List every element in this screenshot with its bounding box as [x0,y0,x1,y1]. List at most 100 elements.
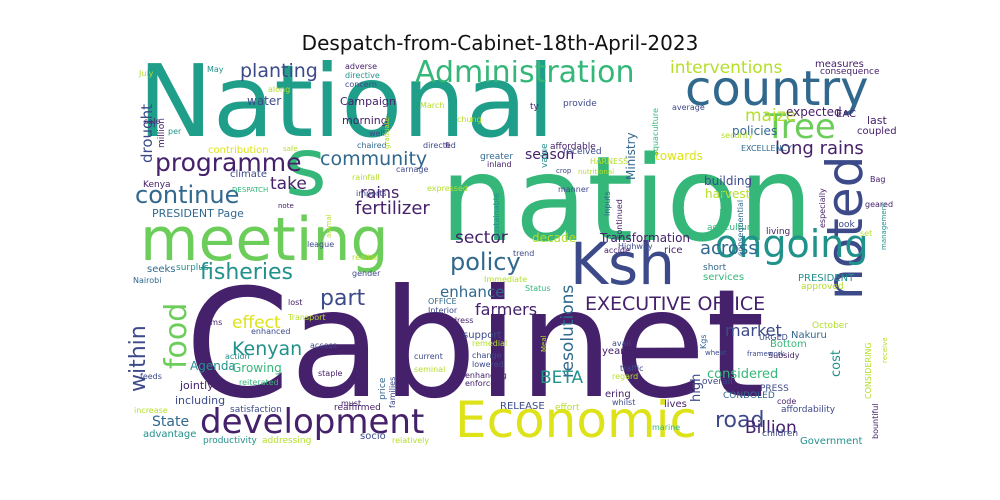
word-state: State [152,414,190,430]
word-average: average [672,103,705,112]
word-nairobi: Nairobi [133,276,162,285]
word-short: short [703,263,727,273]
word-rains: rains [360,183,400,202]
word-resolutions: resolutions [558,284,578,378]
chart-title: Despatch-from-Cabinet-18th-April-2023 [301,31,699,55]
word-kenyan: Kenyan [232,338,303,360]
word-overall: overall [702,377,733,387]
word-despatch: DESPATCH [232,186,269,194]
word-bottom: Bottom [770,339,807,350]
word-development: development [200,402,425,442]
word-market: market [725,321,782,340]
word-farmers: farmers [475,300,538,319]
word-meeting: meeting [140,205,389,275]
word-action: action [225,352,250,361]
word-seminal: seminal [414,365,446,374]
word-manner: manner [558,185,590,194]
word-coupled: coupled [857,126,897,137]
word-immediate: Immediate [484,275,528,284]
word-eac: EAC [836,109,856,120]
word-october: October [812,321,849,331]
word-approved: approved [801,282,844,292]
word-realize: realize [352,253,379,262]
word-consequence: consequence [820,67,880,77]
word-directed: directed [423,141,456,150]
word-graduate: graduate [383,116,391,149]
word-effect: effect [232,313,281,333]
word-especially: especially [818,187,827,228]
word-ongoing: ongoing [715,222,869,266]
word-ty: ty [530,102,539,112]
word-nutritional: nutritional [578,168,615,176]
word-expected: expected [786,105,842,119]
word-support: support [463,330,502,341]
word-programme: programme [155,148,302,177]
word-president: PRESIDENT [798,273,855,284]
word-well: well [369,129,385,138]
word-sustainable: sustainable [492,192,501,239]
word-jointly: jointly [180,379,214,392]
word-feeds: feeds [140,372,162,381]
word-imports: imports [356,189,387,198]
word-road: road [715,408,765,433]
word-campaign: Campaign [340,95,396,108]
word-note: note [278,202,294,210]
word-accide: accide [604,246,630,255]
word-policy: policy [450,248,521,276]
word-excellency: EXCELLENCY [741,144,792,153]
word-families: families [388,376,397,408]
word-part: part [320,286,366,311]
word-continued: continued [615,198,624,239]
word-cloud: Cabinet nation National s meeting Ksh Economic… [125,60,900,448]
word-reaffirmed: reaffirmed [334,403,381,413]
word-expressed: expressed [427,184,468,193]
word-lowered: lowered [472,360,504,369]
word-maize: maize [745,106,797,126]
word-july: July [139,69,154,78]
word-national: National [138,60,555,160]
word-surplus: surplus [176,263,209,273]
word-cabinet: Cabinet [185,258,765,432]
word-nation: nation [440,130,814,268]
word-kenya: Kenya [143,180,171,190]
word-traffic: traffic [620,364,644,373]
word-animal: animal [325,214,333,239]
word-greater: greater [480,152,514,162]
word-enhance: enhance [440,283,505,301]
word-transport: Transport [288,313,326,322]
word-s: s [285,121,327,214]
word-policies: policies [732,124,778,138]
word-chaired: chaired [357,141,387,150]
word-government: Government [800,436,863,447]
word-increase: increase [134,406,168,415]
word-affordable: affordable [550,142,596,152]
word-socio: socio [360,431,386,442]
word-take: take [270,174,307,194]
word-value: value [540,143,550,168]
word-items: items [200,318,223,327]
word-offered: offered [719,191,728,220]
word-last: last [867,114,887,127]
word-per: per [168,127,182,136]
word-across: across [700,238,758,259]
word-enhanced: enhanced [251,327,291,336]
word-seeks: seeks [147,264,176,275]
word-considering: CONSIDERING [864,341,873,399]
word-climate: climate [230,169,267,180]
word-rice: rice [664,245,683,256]
word-crop: crop [556,167,572,175]
word-long-rains: long rains [775,138,864,159]
word-marine: marine [652,423,681,432]
word-security: security [721,131,753,140]
word-water: water [247,94,282,108]
word-press: PRESS [760,384,789,394]
word-directive: directive [345,71,380,80]
word-including: including [175,394,226,407]
word-ering: ering [605,389,631,400]
word-enforced: enforced [465,379,501,388]
word-change: change [472,351,502,360]
word-interventions: interventions [670,60,783,78]
word-decade: decade [532,231,576,245]
word-set: set [860,229,873,238]
word-march: March [420,101,445,110]
